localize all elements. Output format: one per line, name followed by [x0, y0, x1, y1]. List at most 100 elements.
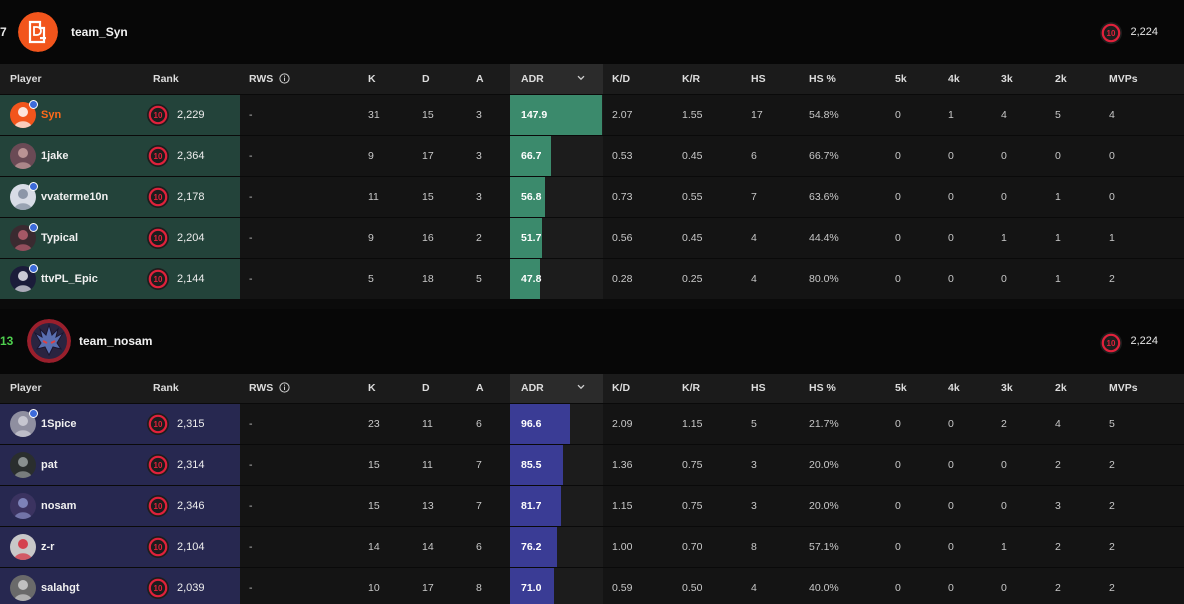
column-header[interactable]: RWS: [240, 374, 358, 404]
player-row[interactable]: Syn 10 2,229-31 15 3 147.9 2.07 1.55 17 54.8% 0 1 4 5…: [0, 94, 1184, 135]
column-header[interactable]: Player: [0, 64, 144, 94]
player-row[interactable]: Typical 10 2,204-9 16 2 51.7 0.56 0.45 4 44.4% 0 0 1…: [0, 217, 1184, 258]
player-avatar[interactable]: [10, 534, 36, 560]
column-header[interactable]: 4k: [938, 374, 991, 404]
column-header[interactable]: Rank: [144, 374, 240, 404]
column-header[interactable]: K: [358, 374, 412, 404]
player-name[interactable]: 1Spice: [41, 418, 77, 430]
player-row[interactable]: nosam 10 2,346-15 13 7 81.7 1.15 0.75 3 20.0% 0 0 0 3…: [0, 485, 1184, 527]
stat-k5: 0: [885, 258, 938, 299]
player-avatar[interactable]: [10, 575, 36, 601]
column-header[interactable]: ADR: [510, 373, 603, 404]
column-header-label: 5k: [895, 72, 907, 85]
player-avatar[interactable]: [10, 183, 36, 210]
player-cell[interactable]: Typical: [0, 217, 144, 258]
player-cell[interactable]: z-r: [0, 526, 144, 568]
column-header[interactable]: MVPs: [1099, 64, 1184, 94]
chevron-down-icon[interactable]: [577, 384, 585, 390]
stat-k3: 0: [991, 567, 1045, 604]
column-header[interactable]: A: [466, 374, 510, 404]
stat-hs: 7: [741, 176, 800, 217]
stat-a: 2: [466, 217, 510, 258]
column-header[interactable]: K/R: [672, 64, 741, 94]
column-header[interactable]: A: [466, 64, 510, 94]
column-header[interactable]: Player: [0, 374, 144, 404]
player-avatar[interactable]: [10, 493, 36, 519]
column-header[interactable]: 3k: [991, 64, 1045, 94]
player-cell[interactable]: Syn: [0, 94, 144, 135]
stat-k: 31: [358, 94, 412, 135]
stat-mvps: 2: [1099, 526, 1184, 568]
player-elo: 2,039: [177, 582, 205, 594]
column-header[interactable]: RWS: [240, 64, 358, 94]
column-header[interactable]: Rank: [144, 64, 240, 94]
column-header-label: RWS: [249, 382, 274, 395]
player-name[interactable]: z-r: [41, 541, 55, 553]
player-row[interactable]: z-r 10 2,104-14 14 6 76.2 1.00 0.70 8 57.1% 0 0 1 2 2: [0, 526, 1184, 568]
column-header[interactable]: 5k: [885, 64, 938, 94]
column-header[interactable]: 3k: [991, 374, 1045, 404]
column-header[interactable]: D: [412, 64, 466, 94]
column-header[interactable]: 2k: [1045, 64, 1099, 94]
player-cell[interactable]: 1Spice: [0, 403, 144, 445]
stat-hs: 4: [741, 258, 800, 299]
player-cell[interactable]: vvaterme10n: [0, 176, 144, 217]
column-header-label: Player: [10, 382, 42, 395]
stat-hs: 4: [741, 217, 800, 258]
column-header-label: A: [476, 382, 484, 395]
player-avatar[interactable]: [10, 452, 36, 478]
adr-value: 81.7: [521, 500, 542, 512]
team-name[interactable]: team_nosam: [79, 333, 153, 348]
player-cell[interactable]: 1jake: [0, 135, 144, 176]
player-name[interactable]: Typical: [41, 231, 79, 244]
column-header[interactable]: K/R: [672, 374, 741, 404]
team-name[interactable]: team_Syn: [71, 25, 128, 39]
column-header[interactable]: K: [358, 64, 412, 94]
player-name[interactable]: Syn: [41, 108, 62, 121]
svg-text:10: 10: [154, 193, 163, 202]
player-row[interactable]: vvaterme10n 10 2,178-11 15 3 56.8 0.73 0.55 7 63.…: [0, 176, 1184, 217]
player-name[interactable]: vvaterme10n: [41, 190, 109, 203]
player-row[interactable]: 1jake 10 2,364-9 17 3 66.7 0.53 0.45 6 66.7% 0 0 0 0 0: [0, 135, 1184, 176]
column-header-label: 2k: [1055, 382, 1067, 395]
player-cell[interactable]: salahgt: [0, 567, 144, 604]
player-cell[interactable]: nosam: [0, 485, 144, 527]
column-header[interactable]: 4k: [938, 64, 991, 94]
column-header[interactable]: HS %: [800, 64, 885, 94]
stat-rws: -: [240, 176, 358, 217]
player-cell[interactable]: pat: [0, 444, 144, 486]
stat-d: 11: [412, 403, 466, 445]
column-header[interactable]: 2k: [1045, 374, 1099, 404]
stat-a: 5: [466, 258, 510, 299]
stat-d: 11: [412, 444, 466, 486]
info-icon[interactable]: [279, 73, 290, 84]
stat-k: 9: [358, 217, 412, 258]
column-header[interactable]: ADR: [510, 64, 603, 94]
player-cell[interactable]: ttvPL_Epic: [0, 258, 144, 299]
player-avatar[interactable]: [10, 142, 36, 169]
player-row[interactable]: pat 10 2,314-15 11 7 85.5 1.36 0.75 3 20.0% 0 0 0 2 2: [0, 444, 1184, 486]
column-header[interactable]: HS: [741, 374, 800, 404]
player-name[interactable]: 1jake: [41, 149, 69, 162]
column-header[interactable]: 5k: [885, 374, 938, 404]
column-header[interactable]: D: [412, 374, 466, 404]
player-name[interactable]: salahgt: [41, 582, 80, 594]
level-10-icon: 10: [147, 226, 169, 249]
adr-bar: [510, 404, 570, 444]
chevron-down-icon[interactable]: [577, 75, 585, 81]
player-row[interactable]: 1Spice 10 2,315-23 11 6 96.6 2.09 1.15 5 21.7% 0 0 2…: [0, 403, 1184, 445]
column-header[interactable]: HS: [741, 64, 800, 94]
adr-value: 96.6: [521, 418, 542, 430]
info-icon[interactable]: [279, 382, 290, 393]
column-header[interactable]: HS %: [800, 374, 885, 404]
player-elo: 2,315: [177, 418, 205, 430]
column-header[interactable]: MVPs: [1099, 374, 1184, 404]
column-header[interactable]: K/D: [603, 374, 672, 404]
player-name[interactable]: nosam: [41, 500, 77, 512]
player-row[interactable]: ttvPL_Epic 10 2,144-5 18 5 47.8 0.28 0.25 4 80.0%…: [0, 258, 1184, 299]
player-name[interactable]: pat: [41, 459, 58, 471]
stat-k2: 3: [1045, 485, 1099, 527]
column-header[interactable]: K/D: [603, 64, 672, 94]
player-name[interactable]: ttvPL_Epic: [41, 272, 98, 285]
player-row[interactable]: salahgt 10 2,039-10 17 8 71.0 0.59 0.50 4 40.0% 0 0…: [0, 567, 1184, 604]
